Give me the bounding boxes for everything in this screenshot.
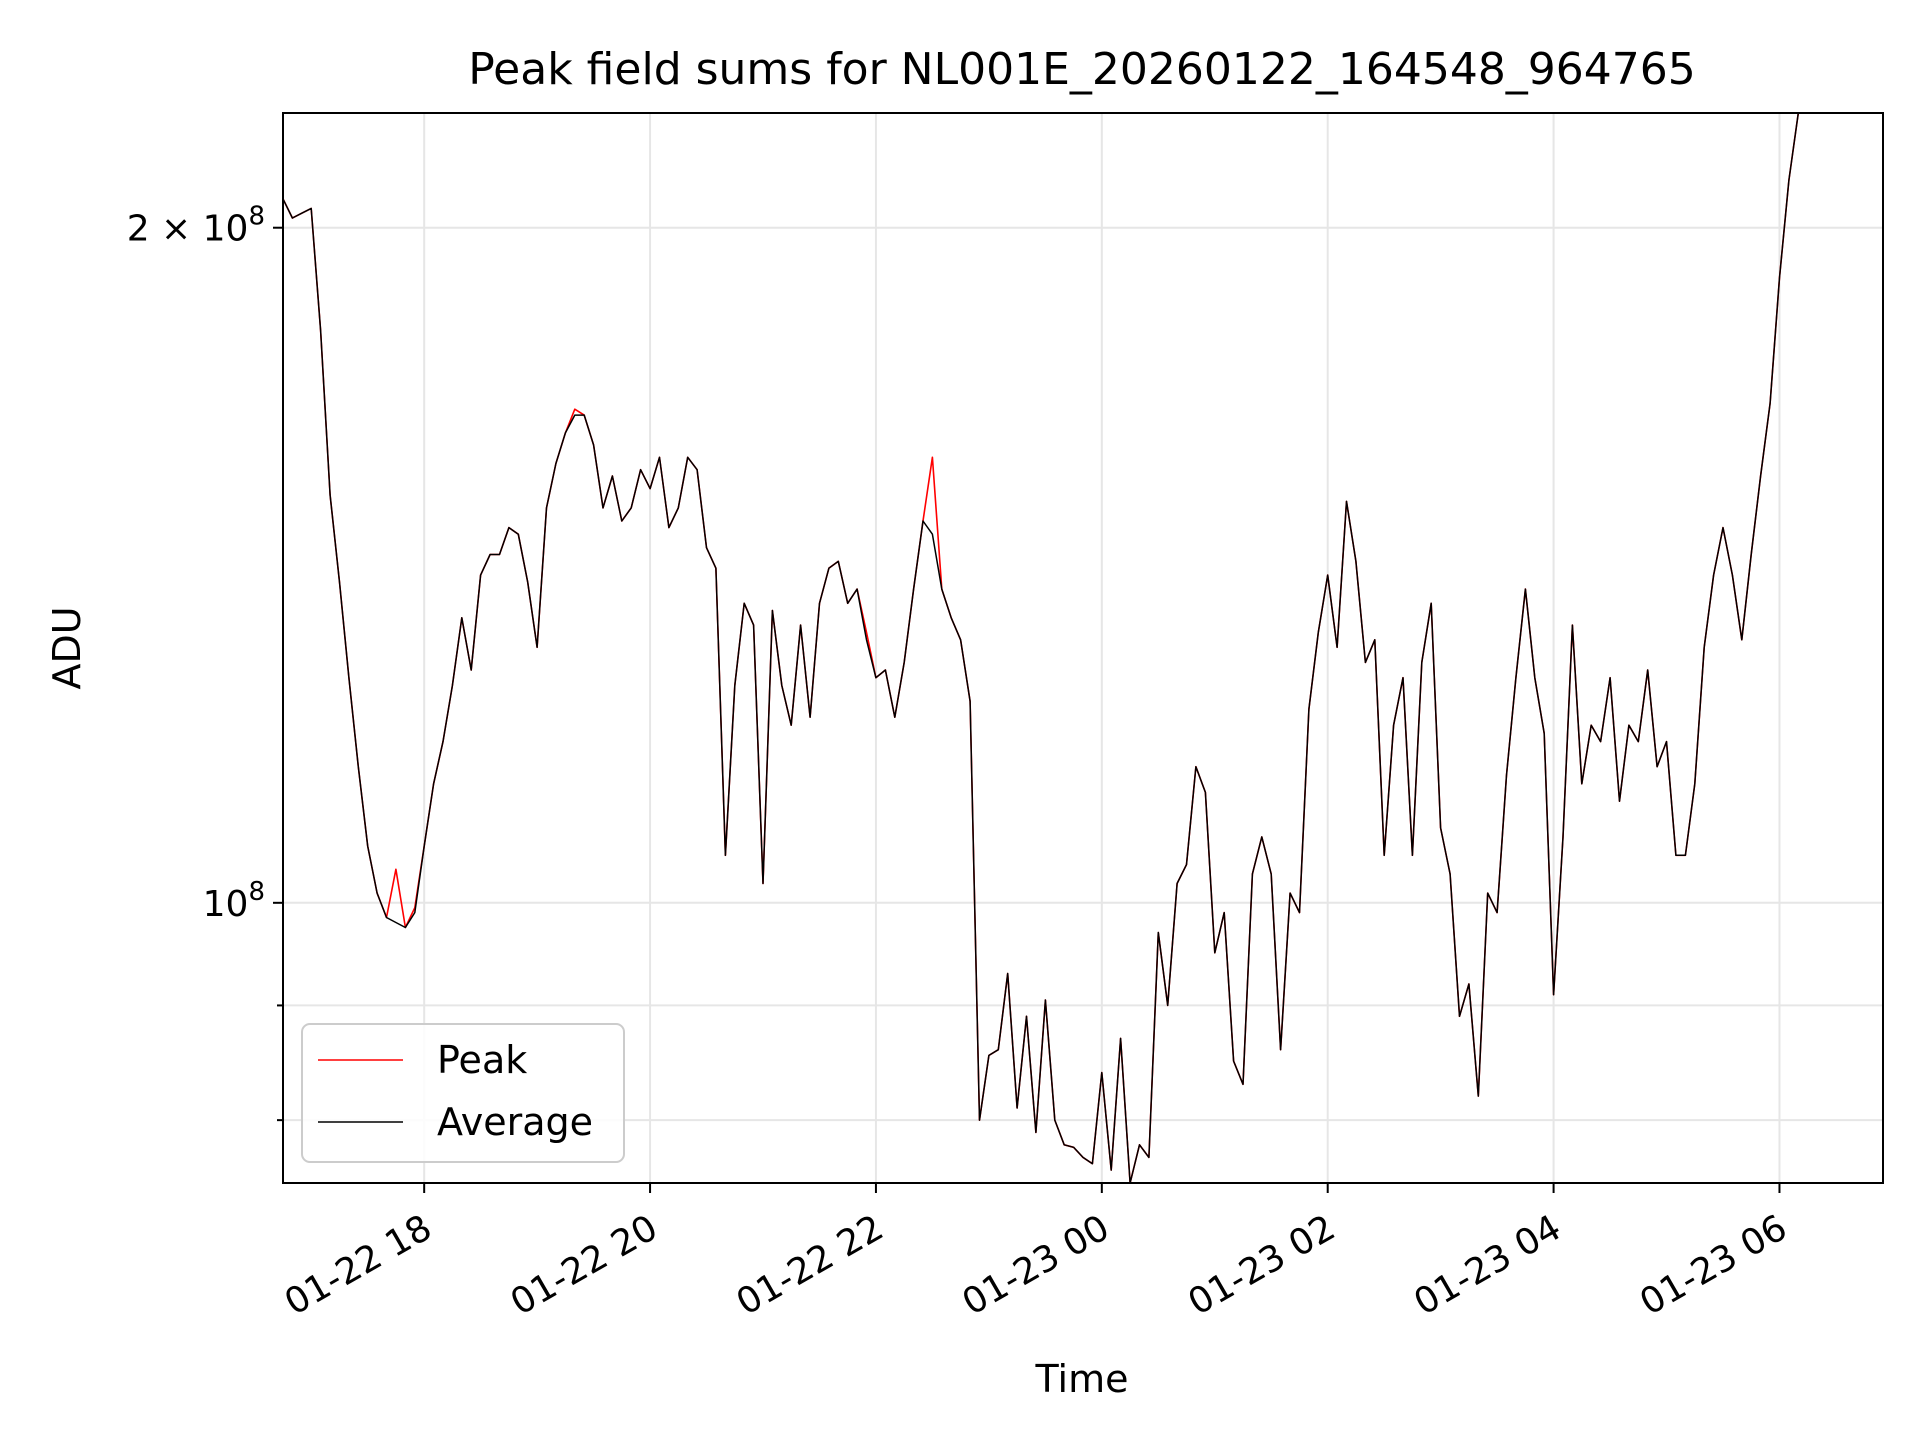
chart-title: Peak field sums for NL001E_20260122_1645… (468, 44, 1696, 95)
y-tick-label-mantissa: 2 × 10 (127, 209, 249, 250)
y-tick-label-exponent: 8 (248, 877, 265, 907)
legend-box (301, 1023, 625, 1163)
legend-label-average: Average (437, 1100, 593, 1144)
y-tick-label-exponent: 8 (248, 202, 265, 232)
y-tick-label-mantissa: 10 (203, 884, 249, 925)
plot-frame (282, 112, 1884, 1184)
grid (283, 113, 1883, 1183)
legend-label-peak: Peak (437, 1038, 527, 1082)
y-tick-label: 2 × 108 (127, 202, 265, 250)
y-axis-label: ADU (45, 606, 89, 689)
y-tick-label: 108 (203, 877, 265, 925)
plot-lines (283, 113, 1800, 1183)
legend: Peak Average (301, 1023, 625, 1163)
x-axis-label: Time (1035, 1357, 1129, 1401)
series-line-average (283, 113, 1800, 1183)
